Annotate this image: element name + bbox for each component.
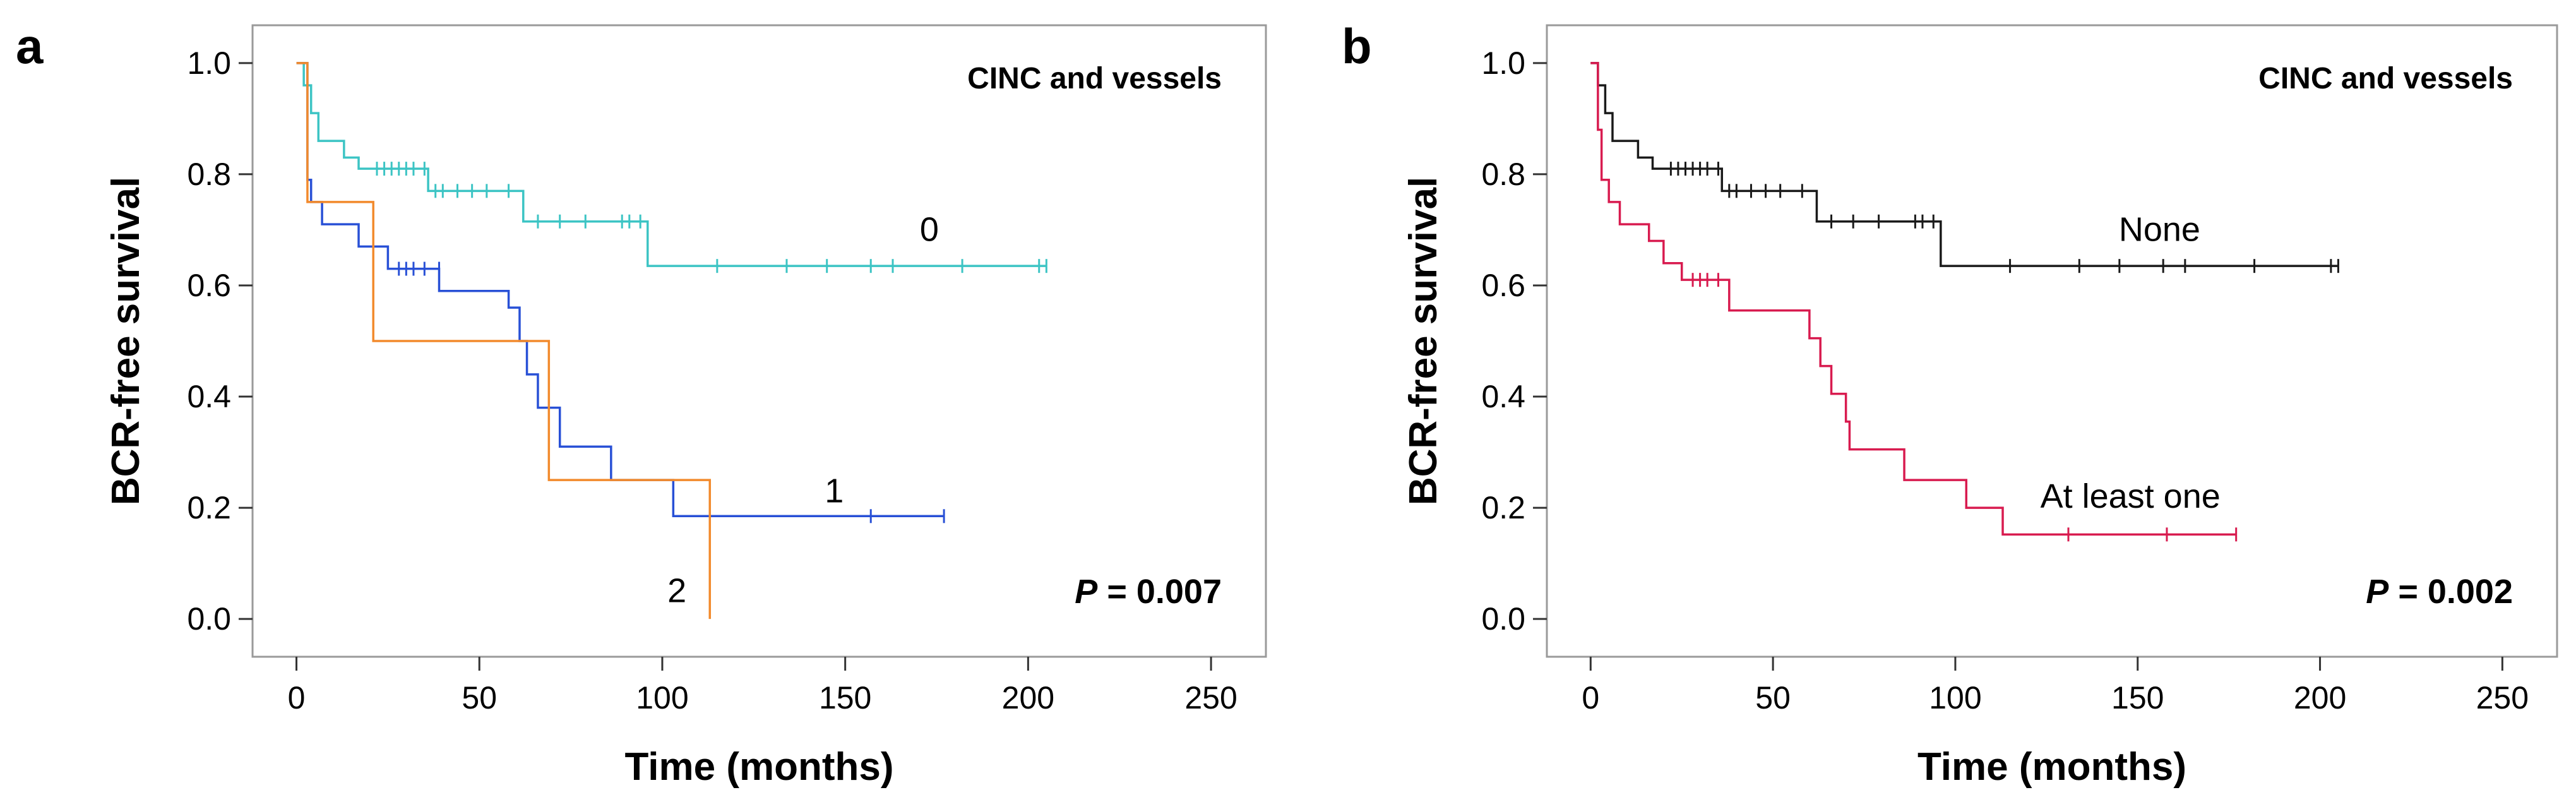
survival-curve: [296, 62, 945, 518]
y-tick-label: 0.4: [187, 379, 231, 414]
survival-curve: [296, 62, 1047, 267]
panel-letter: b: [1342, 18, 1372, 74]
survival-curve: [1590, 62, 2236, 536]
y-tick-label: 1.0: [1481, 45, 1525, 81]
survival-curve: [1590, 62, 2339, 267]
y-tick-label: 0.6: [1481, 268, 1525, 303]
plot-frame: [251, 24, 1267, 658]
panel-title: CINC and vessels: [2258, 62, 2513, 95]
curve-label: None: [2119, 211, 2200, 249]
chart-panel-b: b 0 50 100 150 200 250 0.0 0.2 0.4 0.6 0.8 1.0 Time (…: [1342, 18, 2558, 789]
y-axis-title: BCR-free survival: [1402, 177, 1445, 505]
x-tick-label: 100: [636, 680, 688, 715]
x-tick-label: 150: [819, 680, 871, 715]
x-tick-label: 250: [1184, 680, 1237, 715]
x-tick-label: 150: [2111, 680, 2164, 715]
y-tick-label: 0.2: [1481, 490, 1525, 525]
y-tick-label: 0.2: [187, 490, 231, 525]
y-tick-label: 0.6: [187, 268, 231, 303]
x-tick-label: 50: [462, 680, 497, 715]
x-tick-label: 50: [1755, 680, 1791, 715]
p-value-label: P = 0.007: [1075, 573, 1222, 611]
plot-frame: [1546, 24, 2558, 658]
y-tick-label: 0.8: [1481, 157, 1525, 192]
x-tick-label: 0: [1582, 680, 1599, 715]
panel-title: CINC and vessels: [967, 62, 1222, 95]
x-tick-label: 250: [2476, 680, 2529, 715]
y-tick-label: 0.0: [187, 601, 231, 637]
x-tick-label: 100: [1929, 680, 1981, 715]
chart-panel-a: a 0 50 100 150 200 250 0.0 0.2 0.4 0.6 0.8 1.0 Time (…: [16, 18, 1267, 789]
series-1: 1: [296, 62, 945, 524]
x-tick-label: 0: [288, 680, 306, 715]
survival-curve: [296, 62, 712, 619]
x-tick-label: 200: [2294, 680, 2346, 715]
p-value: = 0.002: [2388, 573, 2513, 611]
y-axis-title: BCR-free survival: [104, 177, 148, 505]
y-tick-label: 0.0: [1481, 601, 1525, 637]
series-none: None: [1590, 62, 2339, 273]
x-axis-title: Time (months): [625, 745, 894, 789]
p-symbol: P: [2366, 573, 2389, 611]
y-tick-label: 1.0: [187, 45, 231, 81]
curve-label: At least one: [2041, 477, 2221, 515]
curve-label: 1: [825, 472, 844, 510]
series-2: 2: [296, 62, 712, 619]
curve-label: 2: [667, 572, 686, 610]
p-value: = 0.007: [1097, 573, 1222, 611]
series-at-least-one: At least one: [1590, 62, 2238, 542]
x-axis-title: Time (months): [1917, 745, 2186, 789]
p-value-label: P = 0.002: [2366, 573, 2513, 611]
series-0: 0: [296, 62, 1047, 273]
curve-label: 0: [920, 211, 939, 249]
x-tick-label: 200: [1002, 680, 1054, 715]
y-tick-label: 0.8: [187, 157, 231, 192]
panel-letter: a: [16, 18, 44, 74]
p-symbol: P: [1075, 573, 1098, 611]
y-tick-label: 0.4: [1481, 379, 1525, 414]
